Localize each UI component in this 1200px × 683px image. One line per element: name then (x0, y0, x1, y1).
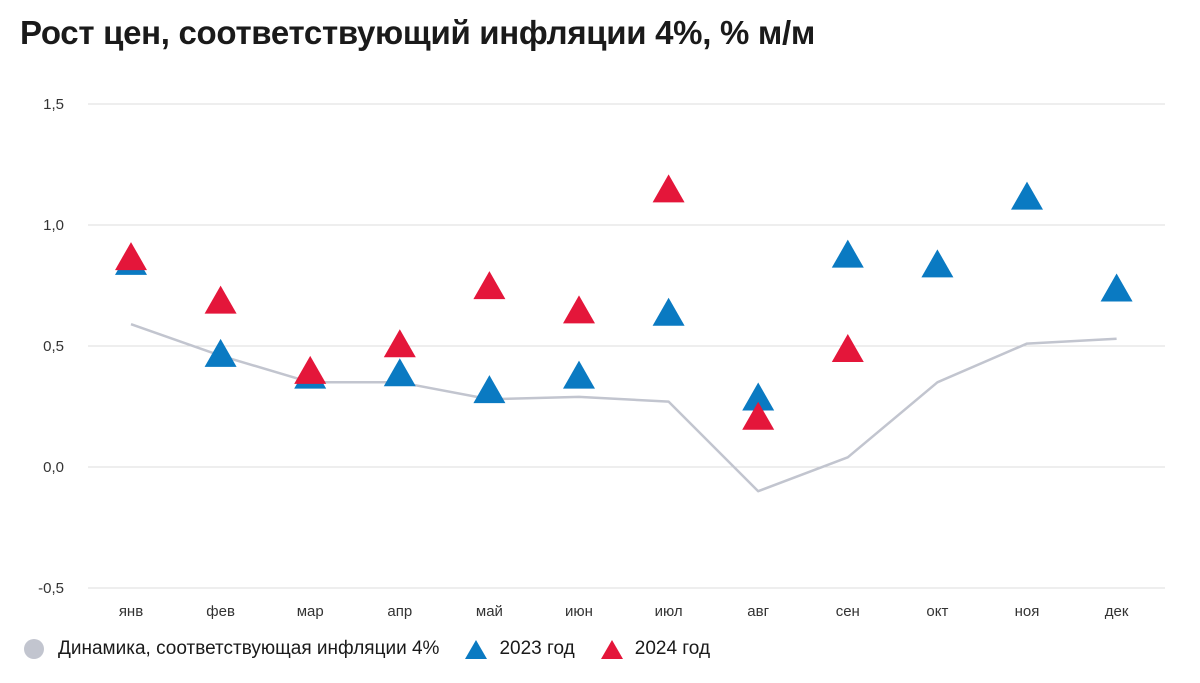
point-2023-год (1011, 181, 1043, 210)
point-2024-год (563, 295, 595, 324)
x-tick-label: фев (206, 603, 235, 620)
point-2023-год (473, 375, 506, 404)
y-tick-label: 1,5 (43, 96, 64, 113)
y-tick-label: 0,5 (43, 338, 64, 355)
x-tick-label: авг (747, 603, 769, 620)
point-2023-год (742, 382, 775, 411)
x-tick-label: янв (119, 603, 143, 620)
chart-title: Рост цен, соответствующий инфляции 4%, %… (20, 14, 815, 51)
point-2024-год (294, 355, 327, 384)
point-2023-год (921, 249, 954, 278)
x-tick-label: июн (565, 603, 593, 620)
x-tick-label: май (476, 603, 503, 620)
x-tick-label: апр (387, 603, 412, 620)
point-2023-год (652, 297, 685, 326)
point-2024-год (383, 329, 416, 358)
legend-label-2023: 2023 год (499, 638, 575, 659)
point-2023-год (383, 358, 416, 387)
legend-label-2024: 2024 год (634, 638, 711, 659)
x-tick-label: окт (926, 603, 948, 620)
point-2024-год (473, 271, 506, 300)
baseline-line (130, 323, 1117, 493)
legend: Динамика, соответствующая инфляции 4% 20… (24, 638, 736, 660)
y-tick-label: 0,0 (43, 459, 64, 476)
point-2024-год (204, 285, 237, 314)
point-2023-год (563, 360, 595, 389)
y-axis-ticks: -0,5 0,0 0,5 1,0 1,5 (38, 96, 64, 597)
legend-label-baseline: Динамика, соответствующая инфляции 4% (58, 638, 440, 659)
point-2024-год (742, 401, 775, 430)
x-tick-label: сен (836, 603, 860, 620)
legend-triangle-icon (600, 639, 623, 659)
point-2024-год (831, 334, 864, 363)
x-tick-label: ноя (1015, 603, 1040, 620)
y-tick-label: 1,0 (43, 217, 64, 234)
grid-lines (88, 103, 1165, 589)
y-tick-label: -0,5 (38, 580, 64, 597)
series-layer (115, 174, 1133, 493)
legend-item-baseline[interactable]: Динамика, соответствующая инфляции 4% (24, 638, 439, 660)
point-2024-год (115, 242, 147, 271)
x-tick-label: дек (1105, 603, 1129, 620)
x-tick-label: мар (297, 603, 324, 620)
point-2024-год (652, 174, 685, 203)
x-axis-ticks: янв фев мар апр май июн июл авг сен окт ноя дек (119, 603, 1129, 620)
point-2023-год (1100, 273, 1133, 302)
point-2023-год (831, 239, 864, 268)
legend-triangle-icon (465, 639, 488, 659)
legend-item-2024[interactable]: 2024 год (600, 638, 711, 660)
legend-circle-icon (24, 639, 44, 659)
x-tick-label: июл (655, 603, 683, 620)
point-2023-год (204, 338, 237, 367)
legend-item-2023[interactable]: 2023 год (465, 638, 575, 660)
